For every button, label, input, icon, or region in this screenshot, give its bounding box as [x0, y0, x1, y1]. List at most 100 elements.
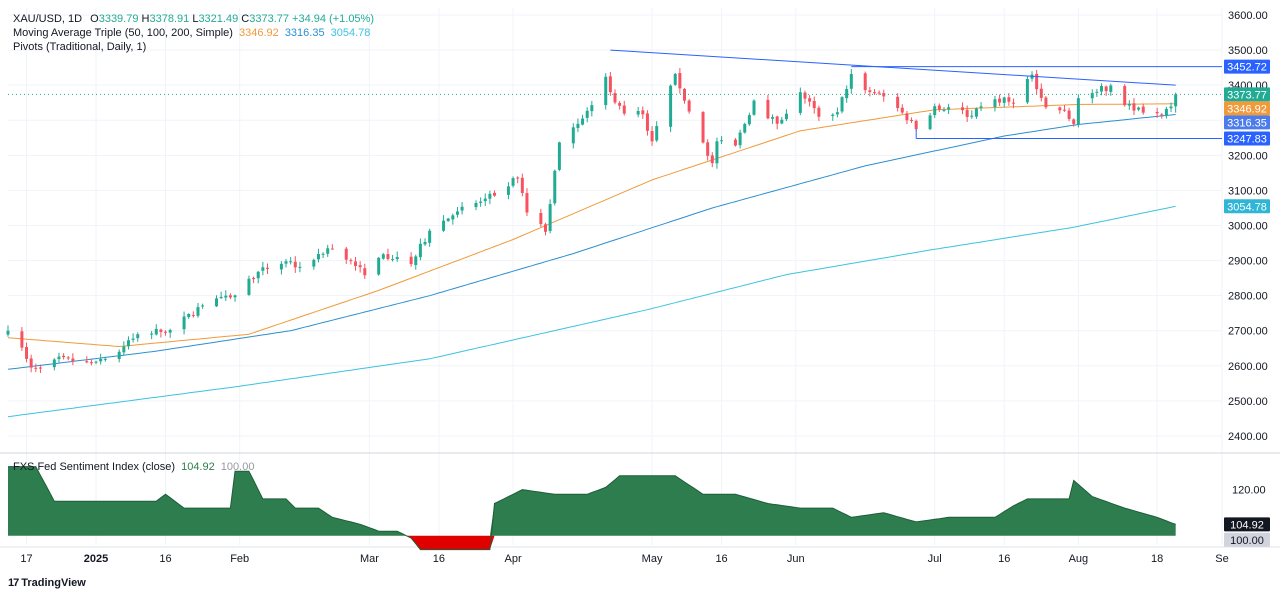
indicator-area-positive — [8, 466, 1176, 536]
candle-body — [131, 338, 135, 340]
candle — [687, 99, 691, 114]
candle — [942, 106, 946, 112]
candle-body — [1132, 103, 1136, 111]
x-tick-label: 18 — [1151, 553, 1163, 565]
candle — [974, 107, 978, 119]
candle-body — [896, 96, 900, 108]
indicator-badge-last-text: 104.92 — [1230, 519, 1264, 531]
candle — [641, 106, 645, 119]
candle-body — [117, 351, 121, 360]
indicator-legend: FXS Fed Sentiment Index (close) 104.92 1… — [13, 460, 254, 474]
candle — [414, 254, 418, 270]
candle-body — [641, 110, 645, 115]
candle-body — [965, 109, 969, 117]
time-axis[interactable]: 17 2025 16 Feb Mar 16 Apr May 16 Jun Jul 16 Aug 18 Se — [20, 553, 1228, 565]
candle — [965, 105, 969, 123]
candle-body — [1044, 97, 1048, 108]
candle-body — [998, 98, 1002, 103]
candle — [99, 353, 103, 365]
candle — [678, 68, 682, 94]
ma50-value: 3346.92 — [238, 27, 279, 39]
candle-body — [1155, 111, 1159, 114]
candle-body — [993, 99, 997, 107]
candle — [1109, 83, 1113, 96]
candle — [993, 95, 997, 112]
candle-body — [557, 142, 561, 170]
candle-body — [942, 109, 946, 111]
candle-body — [900, 107, 904, 113]
candle — [937, 103, 941, 112]
candle — [1090, 89, 1094, 104]
candle-body — [1090, 93, 1094, 99]
candle-body — [20, 331, 24, 348]
tradingview-logo-icon: 17 — [8, 577, 19, 589]
candle-body — [187, 313, 191, 318]
price-badge-last-text: 3373.77 — [1227, 89, 1267, 101]
candle — [581, 114, 585, 126]
candle-body — [840, 97, 844, 112]
candle-body — [1095, 91, 1099, 93]
candle-body — [706, 142, 710, 156]
candle — [1025, 75, 1029, 105]
candle — [354, 256, 358, 271]
candle-body — [57, 356, 61, 360]
candle-body — [845, 89, 849, 99]
candle — [506, 182, 510, 200]
candle — [252, 276, 256, 284]
candle-body — [752, 100, 756, 115]
candle-body — [1123, 86, 1127, 106]
candle — [525, 188, 529, 216]
candle-body — [673, 73, 677, 85]
candle-body — [1174, 94, 1178, 107]
x-tick-label: Aug — [1069, 553, 1089, 565]
candle-body — [808, 98, 812, 102]
candle — [1160, 113, 1164, 119]
candle-body — [224, 295, 228, 298]
candle — [126, 336, 130, 350]
candle-body — [636, 110, 640, 115]
candle-body — [701, 112, 705, 143]
candle-body — [1039, 88, 1043, 98]
indicator-legend-base: 100.00 — [220, 461, 255, 473]
candle-body — [1007, 97, 1011, 102]
candle — [316, 248, 320, 263]
indicator-badge-last: 104.92 — [1224, 517, 1270, 532]
candle — [933, 103, 937, 119]
candle — [483, 193, 487, 207]
candle — [618, 101, 622, 110]
candle-body — [571, 127, 575, 144]
candle-body — [947, 107, 951, 110]
candle-body — [312, 259, 316, 267]
candle — [224, 290, 228, 302]
sentiment-indicator-pane[interactable]: 120.00 — [8, 466, 1266, 551]
candle — [1123, 84, 1127, 107]
candle — [543, 222, 547, 236]
candle-body — [122, 346, 126, 353]
candle — [293, 256, 297, 273]
candle — [442, 215, 446, 232]
candle — [1007, 93, 1011, 106]
candle — [1100, 83, 1104, 96]
candle-body — [849, 73, 853, 89]
candle-body — [201, 305, 205, 307]
candle — [261, 261, 265, 276]
candle-body — [1104, 86, 1108, 92]
candle-body — [961, 107, 965, 111]
candle — [474, 200, 478, 211]
candle-body — [645, 113, 649, 131]
candle — [1044, 95, 1048, 110]
candle — [636, 106, 640, 118]
candle — [571, 123, 575, 149]
candle-body — [548, 204, 552, 231]
pivots-title: Pivots (Traditional, Daily, 1) — [13, 41, 147, 53]
candle-body — [1025, 78, 1029, 103]
candle-body — [154, 328, 158, 335]
candle — [896, 93, 900, 112]
candle-body — [747, 115, 751, 125]
open-label: O — [90, 13, 99, 25]
candle — [279, 261, 283, 275]
candle-body — [622, 105, 626, 114]
candle — [553, 169, 557, 206]
tradingview-logo[interactable]: 17 TradingView — [8, 577, 86, 589]
